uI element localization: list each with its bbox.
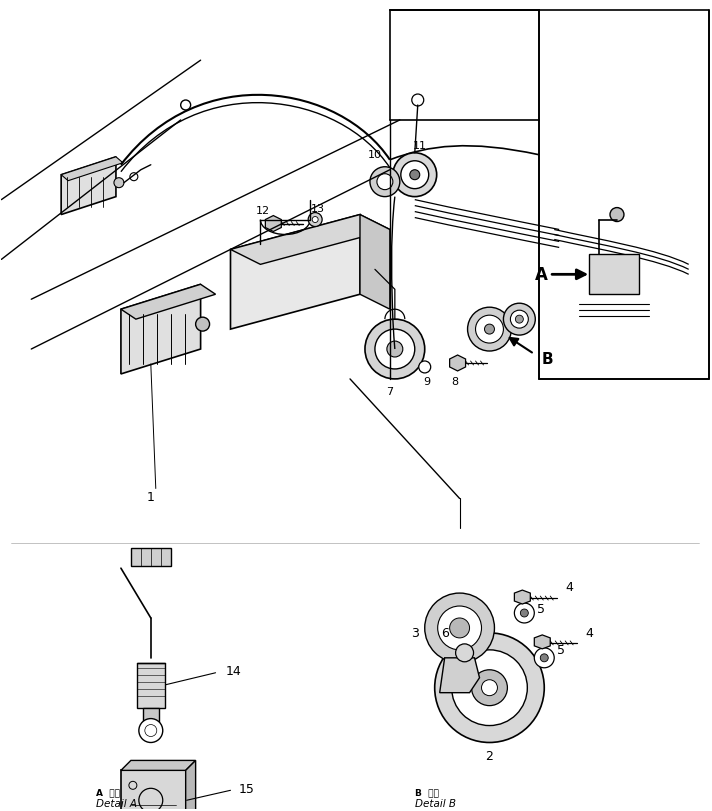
Circle shape bbox=[534, 648, 554, 668]
Text: 9: 9 bbox=[423, 376, 430, 386]
Circle shape bbox=[312, 217, 318, 223]
Circle shape bbox=[130, 174, 138, 182]
Text: 5: 5 bbox=[557, 644, 565, 657]
Circle shape bbox=[476, 315, 503, 344]
Circle shape bbox=[503, 304, 535, 336]
Circle shape bbox=[610, 208, 624, 222]
Polygon shape bbox=[266, 217, 281, 232]
Circle shape bbox=[139, 719, 163, 743]
Polygon shape bbox=[231, 215, 360, 330]
Circle shape bbox=[435, 633, 544, 743]
Circle shape bbox=[471, 670, 508, 706]
Polygon shape bbox=[231, 215, 390, 265]
Circle shape bbox=[410, 170, 420, 181]
Circle shape bbox=[425, 594, 494, 663]
Polygon shape bbox=[514, 590, 530, 604]
Circle shape bbox=[450, 618, 469, 638]
Text: 8: 8 bbox=[451, 376, 459, 386]
Circle shape bbox=[456, 644, 473, 662]
Polygon shape bbox=[440, 658, 479, 693]
Circle shape bbox=[520, 609, 528, 617]
Polygon shape bbox=[61, 157, 116, 215]
Circle shape bbox=[181, 101, 191, 111]
Circle shape bbox=[484, 324, 494, 335]
Circle shape bbox=[515, 315, 523, 324]
Text: B  詳細: B 詳細 bbox=[415, 787, 439, 797]
Bar bbox=[589, 255, 639, 295]
Circle shape bbox=[114, 178, 124, 188]
Text: 15: 15 bbox=[239, 782, 254, 795]
Circle shape bbox=[540, 654, 548, 662]
Bar bbox=[131, 548, 171, 566]
Polygon shape bbox=[121, 761, 196, 770]
Text: 4: 4 bbox=[585, 627, 593, 640]
Text: 4: 4 bbox=[565, 580, 573, 593]
Polygon shape bbox=[61, 157, 123, 182]
Circle shape bbox=[468, 308, 511, 352]
Text: 2: 2 bbox=[486, 749, 493, 762]
Text: Detail B: Detail B bbox=[415, 798, 456, 809]
Text: 10: 10 bbox=[368, 149, 382, 160]
Polygon shape bbox=[121, 285, 201, 375]
Text: 7: 7 bbox=[387, 386, 394, 397]
Polygon shape bbox=[121, 770, 186, 811]
Polygon shape bbox=[121, 285, 216, 320]
Text: 13: 13 bbox=[311, 204, 325, 213]
Text: 5: 5 bbox=[538, 602, 545, 615]
Text: A  詳細: A 詳細 bbox=[96, 787, 120, 797]
Circle shape bbox=[401, 161, 429, 190]
Circle shape bbox=[511, 311, 528, 328]
Text: 1: 1 bbox=[147, 491, 155, 504]
Text: B: B bbox=[541, 352, 553, 367]
Bar bbox=[137, 663, 164, 708]
Circle shape bbox=[145, 725, 157, 736]
Text: 6: 6 bbox=[441, 627, 449, 640]
Polygon shape bbox=[450, 355, 466, 371]
Circle shape bbox=[387, 341, 403, 358]
Text: 12: 12 bbox=[256, 205, 271, 215]
Circle shape bbox=[393, 153, 436, 197]
Circle shape bbox=[196, 318, 209, 332]
Circle shape bbox=[365, 320, 425, 380]
Text: 3: 3 bbox=[411, 627, 419, 640]
Circle shape bbox=[481, 680, 498, 696]
Polygon shape bbox=[186, 761, 196, 811]
Circle shape bbox=[438, 607, 481, 650]
Polygon shape bbox=[534, 635, 550, 649]
Text: 11: 11 bbox=[413, 140, 426, 151]
Bar bbox=[143, 708, 159, 722]
Circle shape bbox=[375, 330, 415, 370]
Circle shape bbox=[377, 174, 393, 191]
Circle shape bbox=[370, 168, 400, 197]
Circle shape bbox=[412, 95, 424, 107]
Text: A: A bbox=[535, 266, 548, 284]
Circle shape bbox=[451, 650, 528, 726]
Text: 14: 14 bbox=[226, 664, 241, 677]
Circle shape bbox=[419, 362, 431, 374]
Circle shape bbox=[308, 213, 322, 227]
Polygon shape bbox=[360, 215, 390, 310]
Text: Detail A: Detail A bbox=[96, 798, 137, 809]
Circle shape bbox=[514, 603, 534, 623]
